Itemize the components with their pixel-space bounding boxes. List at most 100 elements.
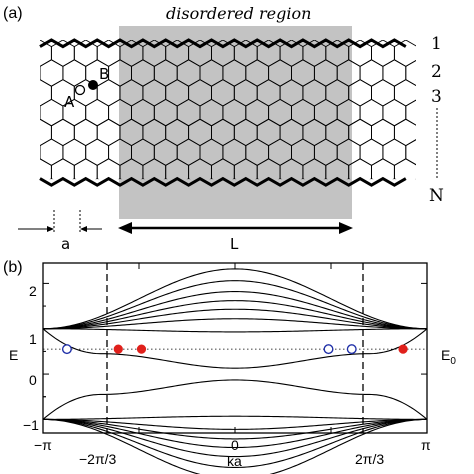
hexagon-cell xyxy=(73,158,98,180)
e0-label: E0 xyxy=(441,347,456,367)
hexagon-cell xyxy=(393,158,416,180)
hexagon-cell xyxy=(6,40,29,66)
hexagon-cell xyxy=(40,105,41,120)
hexagon-cell xyxy=(6,119,29,145)
upper-band-2 xyxy=(43,318,427,330)
hexagon-cell xyxy=(405,139,416,166)
filled-circle-marker xyxy=(113,344,123,354)
filled-circle-marker xyxy=(398,344,408,354)
lower-band-3 xyxy=(42,418,428,440)
hexagon-cell xyxy=(359,98,384,127)
lattice-constant-label: a xyxy=(61,235,70,253)
hexagon-cell xyxy=(50,40,75,67)
length-indicator xyxy=(118,222,353,234)
hexagonal-lattice xyxy=(6,40,416,185)
upper-band-1 xyxy=(43,328,427,333)
bottom-zigzag-edge xyxy=(39,176,407,187)
ytick-label-0: 0 xyxy=(29,372,37,388)
ytick-label-minus-1: −1 xyxy=(23,417,39,433)
disordered-region-title: disordered region xyxy=(166,4,311,23)
ytick-label-2: 2 xyxy=(29,283,37,299)
hexagon-cell xyxy=(85,98,110,127)
disordered-region xyxy=(119,26,352,219)
row-label-2: 2 xyxy=(431,62,442,82)
hexagon-cell xyxy=(382,138,407,166)
hexagon-cell xyxy=(96,79,121,107)
hexagon-cell xyxy=(96,40,121,67)
hexagon-cell xyxy=(393,79,416,107)
hexagon-cell xyxy=(62,59,87,87)
hexagon-cell xyxy=(393,40,416,67)
row-label-3: 3 xyxy=(431,87,442,107)
lower-band-2 xyxy=(43,418,427,430)
ytick-label-1: 1 xyxy=(29,331,37,347)
hexagon-cell xyxy=(40,158,52,180)
hexagon-cell xyxy=(40,79,52,107)
hexagon-cell xyxy=(85,138,110,166)
hexagon-cell xyxy=(371,40,395,67)
axis-ticks xyxy=(42,263,428,433)
row-label-n: N xyxy=(429,186,444,206)
top-zigzag-edge xyxy=(39,38,407,49)
x-axis-label: ka xyxy=(227,453,242,469)
hexagon-cell xyxy=(73,40,98,67)
hexagon-cell xyxy=(371,158,395,180)
hexagon-cell xyxy=(73,118,98,147)
upper-band-3 xyxy=(43,308,427,330)
band-structure xyxy=(42,268,428,474)
xtick-label-minus-pi: −π xyxy=(34,437,52,453)
open-circle-marker xyxy=(346,344,357,355)
hexagon-cell xyxy=(348,118,372,147)
hexagon-cell xyxy=(348,158,372,180)
hexagon-cell xyxy=(40,118,52,147)
panel-b-label: (b) xyxy=(3,259,23,276)
row-label-1: 1 xyxy=(431,34,442,54)
upper-band-6 xyxy=(42,280,428,330)
hexagon-cell xyxy=(96,158,121,180)
lower-band-1 xyxy=(43,415,427,420)
filled-circle-marker xyxy=(136,344,147,354)
hexagon-cell xyxy=(371,118,395,147)
hexagon-cell xyxy=(405,99,416,126)
site-b-marker xyxy=(88,80,98,90)
open-circle-marker xyxy=(61,344,72,355)
hexagon-cell xyxy=(382,98,407,127)
hexagon-cell xyxy=(382,59,407,87)
hexagon-cell xyxy=(40,65,41,81)
hexagon-cell xyxy=(40,145,41,160)
hexagon-cell xyxy=(50,118,75,147)
xtick-label-minus-2pi-3: −2π/3 xyxy=(79,451,117,467)
lattice-constant-indicator xyxy=(18,210,102,233)
hexagon-cell xyxy=(393,118,416,147)
lower-band-4 xyxy=(42,418,428,449)
hexagon-cell xyxy=(6,80,29,106)
length-label: L xyxy=(230,235,239,253)
xtick-label-0: 0 xyxy=(231,437,239,453)
hexagon-cell xyxy=(405,59,416,87)
energy-label: E xyxy=(9,347,18,363)
lower-band-5 xyxy=(42,418,428,458)
edge-state-band-lower xyxy=(42,379,428,420)
hexagon-cell xyxy=(40,138,64,166)
upper-band-4 xyxy=(42,300,428,330)
hexagon-cell xyxy=(359,59,384,87)
site-a-label: A xyxy=(64,93,75,111)
site-b-label: B xyxy=(99,65,109,83)
hexagon-cell xyxy=(40,98,64,127)
site-a-marker xyxy=(74,84,86,96)
lower-band-7 xyxy=(42,418,428,474)
hexagon-cell xyxy=(40,59,64,87)
plot-frame xyxy=(42,262,428,434)
hexagon-cell xyxy=(50,158,75,180)
open-circle-marker xyxy=(323,344,334,355)
state-markers xyxy=(61,344,408,355)
xtick-label-pi: π xyxy=(421,437,431,453)
hexagon-cell xyxy=(348,40,372,67)
hexagon-cell xyxy=(6,159,29,185)
hexagon-cell xyxy=(96,118,121,147)
hexagon-cell xyxy=(62,138,87,166)
hexagon-cell xyxy=(40,40,52,67)
edge-state-band-upper xyxy=(42,328,428,369)
hexagon-cell xyxy=(371,79,395,107)
